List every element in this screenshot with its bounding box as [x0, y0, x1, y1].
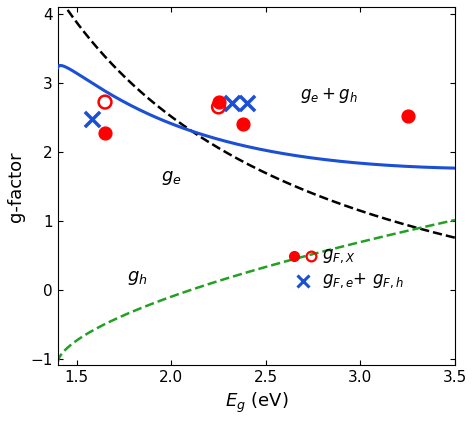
- Point: [101, 130, 109, 136]
- Point: [215, 99, 222, 106]
- Point: [228, 100, 236, 107]
- Text: $g_{F,e}$+ $g_{F,h}$: $g_{F,e}$+ $g_{F,h}$: [322, 272, 404, 290]
- Point: [215, 103, 222, 110]
- Point: [243, 100, 251, 107]
- X-axis label: $E_g$ (eV): $E_g$ (eV): [225, 391, 288, 415]
- Point: [239, 121, 247, 127]
- Point: [88, 116, 96, 123]
- Text: $g_e + g_h$: $g_e + g_h$: [300, 86, 357, 105]
- Text: $g_h$: $g_h$: [127, 269, 147, 287]
- Y-axis label: g-factor: g-factor: [7, 151, 25, 222]
- Point: [404, 113, 411, 119]
- Text: $g_e$: $g_e$: [161, 169, 182, 187]
- Text: $g_{F,X}$: $g_{F,X}$: [322, 247, 355, 265]
- Point: [101, 99, 109, 106]
